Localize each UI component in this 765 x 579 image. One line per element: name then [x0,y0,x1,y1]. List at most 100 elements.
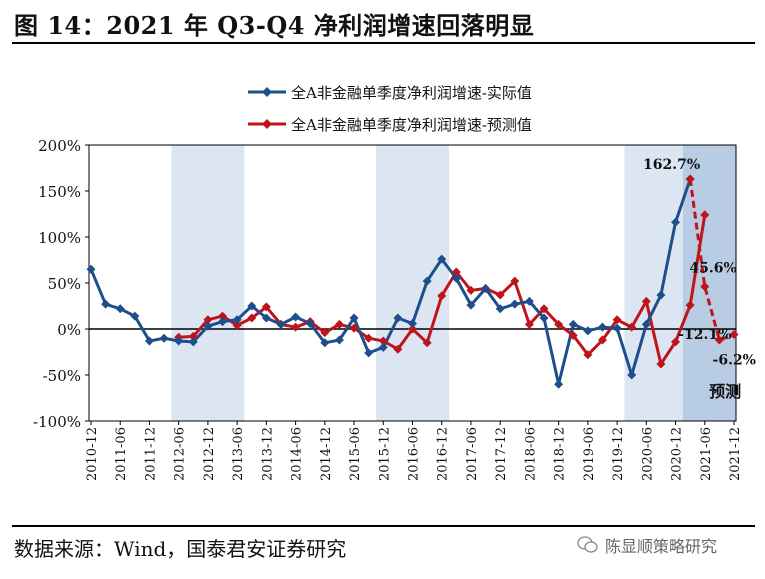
actual-series-point [510,299,520,309]
x-tick-label: 2019-12 [611,427,626,481]
x-tick-label: 2021-06 [699,427,714,481]
forecast-series-point [685,300,695,310]
x-tick-label: 2012-12 [202,427,217,481]
forecast-series-point [247,313,257,323]
legend-forecast-label: 全A非金融单季度净利润增速-预测值 [291,116,532,134]
title-rule [12,42,755,44]
x-tick-label: 2015-12 [377,427,392,481]
y-tick-label: 100% [38,229,81,247]
x-tick-label: 2011-12 [143,427,158,481]
actual-series-point [247,301,257,311]
x-tick-label: 2017-06 [465,427,480,481]
actual-series-point [597,322,607,332]
forecast-series-point [218,311,228,321]
shaded-range-2 [624,145,683,421]
chart: 200% 150% 100% 50% 0% -50% -100% 2010-12 2011-06… [33,84,756,481]
actual-series-point [583,326,593,336]
actual-series-point [188,337,198,347]
actual-series-point [378,342,388,352]
forecast-series-point [378,336,388,346]
actual-series-point [349,313,359,323]
actual-series-point [364,348,374,358]
forecast-series-point [188,331,198,341]
legend-actual-label: 全A非金融单季度净利润增速-实际值 [291,84,532,102]
actual-series-point [203,321,213,331]
shaded-range-3 [682,145,736,421]
actual-series-point [495,304,505,314]
x-tick-label: 2013-12 [260,427,275,481]
x-tick-label: 2011-06 [114,427,129,481]
actual-series-point [130,311,140,321]
forecast-series-point [583,350,593,360]
source-note: 数据来源：Wind，国泰君安证券研究 [14,537,347,561]
y-tick-label: 150% [38,183,81,201]
actual-series-point [159,333,169,343]
actual-series-point [466,300,476,310]
forecast-series-point [510,276,520,286]
y-tick-label: 200% [38,137,81,155]
actual-series-point [641,319,651,329]
actual-series-point [451,273,461,283]
forecast-series-point [466,285,476,295]
watermark-text: 陈显顺策略研究 [605,537,718,556]
forecast-series-point [320,328,330,338]
actual-series-point [422,276,432,286]
forecast-series-point [495,290,505,300]
x-tick-label: 2018-12 [553,427,568,481]
x-tick-label: 2014-12 [319,427,334,481]
y-tick-label: -50% [43,367,81,385]
forecast-series-point [408,324,417,334]
data-label: -6.2% [713,353,756,369]
actual-series-point [218,317,228,327]
x-tick-label: 2021-12 [728,427,743,481]
actual-series-point [437,254,447,264]
forecast-series-point [451,267,461,277]
shaded-range-0 [171,145,245,421]
x-tick-label: 2019-06 [582,427,597,481]
watermark: 陈显顺策略研究 [577,533,717,557]
actual-series-point [656,290,666,300]
forecast-series-point [422,338,432,348]
y-tick-label: -100% [33,413,81,431]
actual-series-point [276,319,286,329]
x-tick-label: 2014-06 [290,427,305,481]
actual-series-point [671,217,681,227]
x-tick-label: 2012-06 [173,427,188,481]
data-label: 162.7% [643,157,700,173]
forecast-series-point [597,335,607,345]
data-label: -12.1% [678,327,731,343]
forecast-dashed-series-point [700,282,710,292]
actual-series-point [568,319,578,329]
x-tick-label: 2010-12 [85,427,100,481]
forecast-series-point [232,320,242,330]
actual-series-point [408,318,417,328]
x-tick-label: 2020-06 [640,427,655,481]
actual-series-point [232,315,242,325]
forecast-dashed-series-line [688,178,735,342]
forecast-box-label: 预测 [709,382,741,401]
forecast-dashed-series-point [685,174,695,184]
x-tick-label: 2018-06 [523,427,538,481]
actual-series-point [334,335,344,345]
forecast-series-point [524,319,534,329]
x-tick-label: 2016-06 [407,427,422,481]
actual-series-point [539,313,549,323]
forecast-series-point [393,344,403,354]
forecast-series-point [700,210,710,220]
actual-series-point [554,379,564,389]
forecast-series-point [641,296,651,306]
actual-series-point [261,313,271,323]
legend: 全A非金融单季度净利润增速-实际值 全A非金融单季度净利润增速-预测值 [248,84,532,134]
actual-series-point [86,264,96,274]
x-tick-label: 2020-12 [670,427,685,481]
actual-series-point [524,296,534,306]
forecast-series-point [554,319,564,329]
forecast-series-point [539,304,549,314]
actual-series-point [481,284,491,294]
actual-series-point [115,304,125,314]
actual-series-point [101,299,111,309]
forecast-series-point [656,359,666,369]
forecast-series-point [671,337,681,347]
figure-title: 图 14：2021 年 Q3-Q4 净利润增速回落明显 [14,11,535,40]
forecast-series-point [437,291,447,301]
